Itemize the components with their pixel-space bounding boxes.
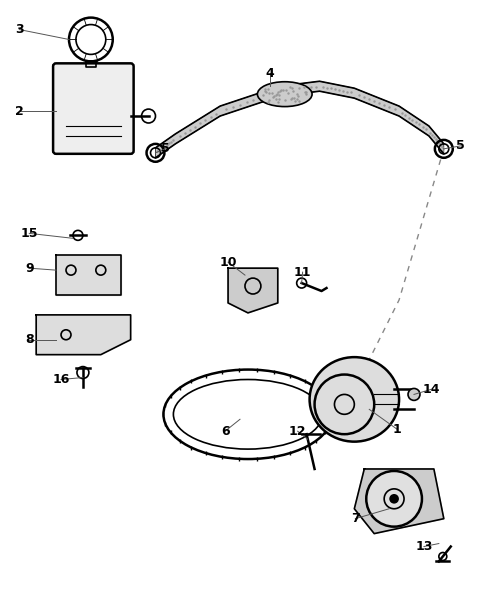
Text: 14: 14: [422, 383, 440, 396]
Text: 4: 4: [265, 67, 274, 80]
Polygon shape: [56, 255, 120, 295]
Text: 10: 10: [219, 256, 237, 269]
Polygon shape: [36, 315, 131, 355]
Text: 6: 6: [221, 425, 229, 438]
FancyBboxPatch shape: [53, 64, 133, 154]
Polygon shape: [354, 469, 444, 534]
Text: 5: 5: [456, 140, 465, 153]
Polygon shape: [156, 81, 444, 158]
Text: 11: 11: [294, 266, 312, 279]
Ellipse shape: [257, 82, 312, 107]
Text: 3: 3: [15, 23, 24, 36]
Polygon shape: [228, 268, 278, 313]
Text: 1: 1: [393, 423, 401, 436]
Text: 2: 2: [15, 105, 24, 118]
Text: 12: 12: [289, 425, 306, 438]
Text: 9: 9: [25, 262, 34, 274]
Text: 15: 15: [21, 227, 38, 240]
Text: 5: 5: [161, 143, 170, 155]
Circle shape: [390, 495, 398, 503]
Ellipse shape: [310, 357, 399, 442]
Circle shape: [408, 389, 420, 401]
Circle shape: [366, 471, 422, 527]
Text: 8: 8: [25, 333, 34, 346]
Text: 16: 16: [52, 373, 70, 386]
Text: 13: 13: [415, 540, 432, 553]
Text: 7: 7: [351, 512, 360, 525]
